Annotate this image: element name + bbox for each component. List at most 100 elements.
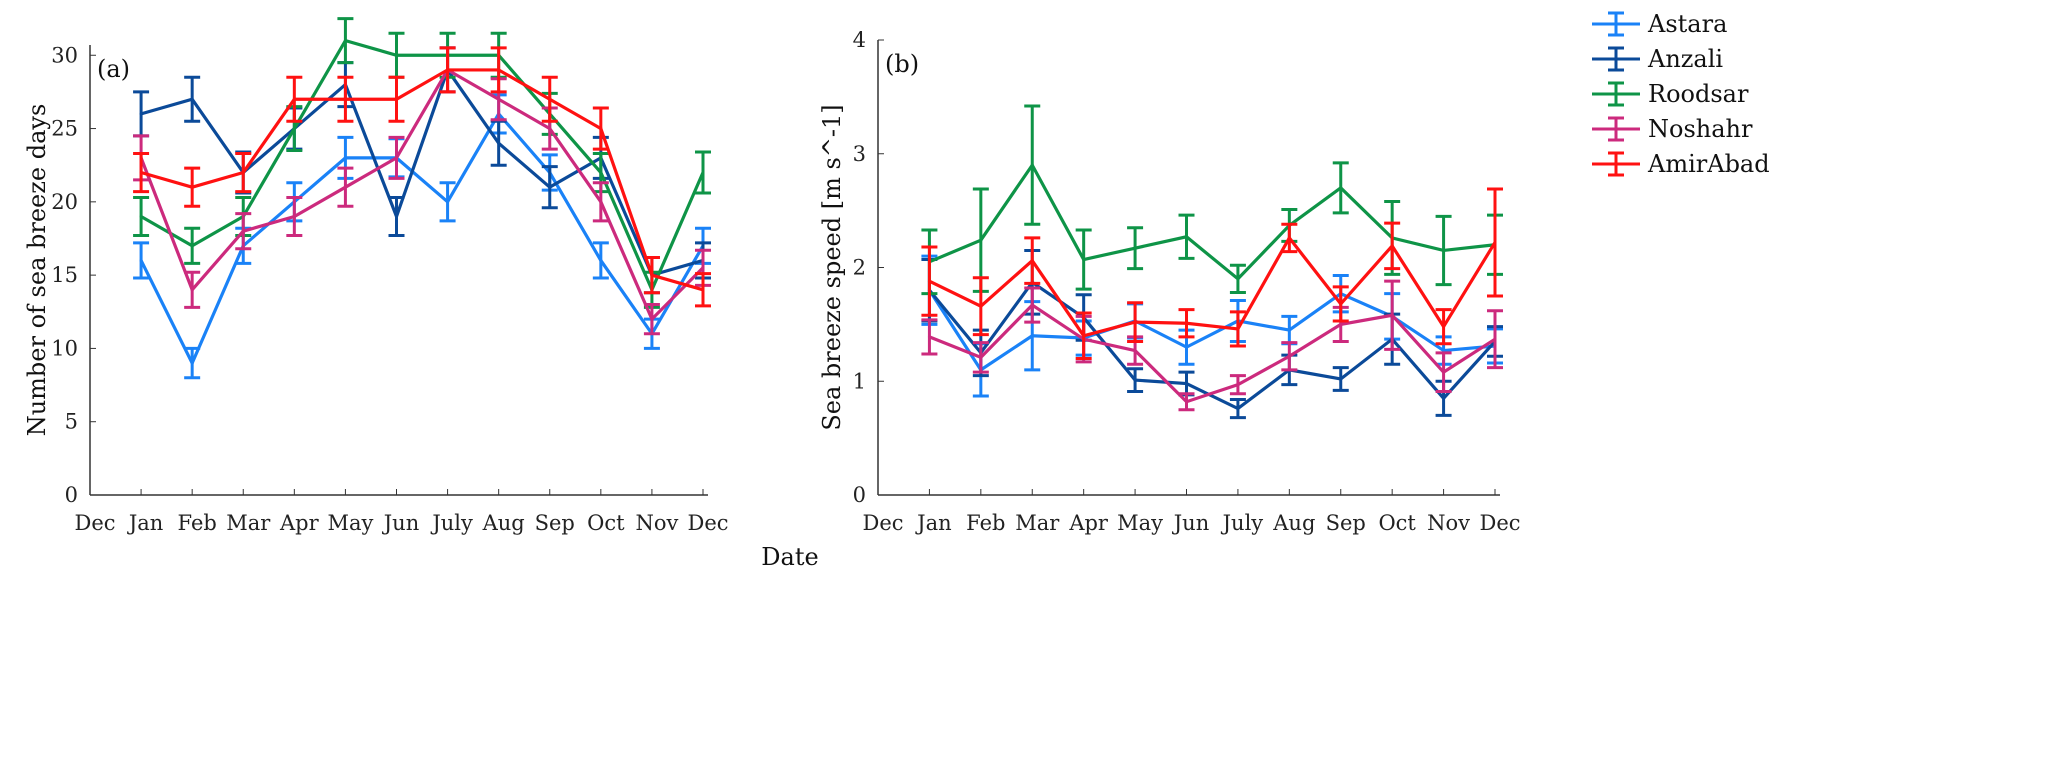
data-point bbox=[1442, 325, 1446, 329]
data-point bbox=[701, 266, 705, 270]
series-line bbox=[139, 111, 705, 367]
x-tick-label: Mar bbox=[226, 511, 271, 535]
data-point bbox=[1287, 236, 1291, 240]
data-point bbox=[1442, 396, 1446, 400]
panel-b: 0 1 2 3 4 Dec Jan Feb Mar Apr May Jun July Aug Sep Oct N… bbox=[818, 28, 1521, 535]
legend-swatch bbox=[1592, 11, 1640, 37]
y-axis-label: Number of sea breeze days bbox=[23, 104, 51, 437]
x-tick-label: July bbox=[430, 511, 473, 535]
data-point bbox=[548, 97, 552, 101]
data-point bbox=[927, 335, 931, 339]
data-point bbox=[395, 214, 398, 218]
x-tick-label: Jan bbox=[127, 511, 163, 535]
series-line bbox=[928, 235, 1497, 338]
data-point bbox=[650, 317, 654, 321]
data-point bbox=[446, 68, 450, 72]
data-point bbox=[599, 258, 603, 262]
y-axis-label: Sea breeze speed [m s^-1] bbox=[818, 104, 846, 430]
data-point bbox=[1185, 345, 1188, 349]
x-tick-label: Jun bbox=[382, 511, 419, 535]
x-tick-label: Feb bbox=[966, 511, 1005, 535]
data-point bbox=[395, 97, 398, 101]
data-point bbox=[190, 97, 194, 101]
data-point bbox=[599, 171, 603, 175]
series-noshahr bbox=[133, 46, 711, 336]
data-point bbox=[292, 127, 296, 131]
data-point bbox=[292, 97, 296, 101]
data-point bbox=[497, 97, 501, 101]
data-point bbox=[1339, 322, 1343, 326]
legend-label: Noshahr bbox=[1648, 115, 1753, 143]
series-line bbox=[928, 289, 1496, 373]
legend-label: AmirAbad bbox=[1647, 150, 1770, 178]
data-point bbox=[343, 156, 347, 160]
data-point bbox=[139, 171, 143, 175]
x-tick-label: Apr bbox=[1068, 511, 1109, 535]
series-roodsar bbox=[921, 104, 1503, 296]
data-point bbox=[497, 68, 501, 72]
data-point bbox=[548, 185, 552, 189]
data-point bbox=[1442, 248, 1446, 252]
data-point bbox=[241, 171, 245, 175]
y-tick-label: 30 bbox=[51, 43, 78, 67]
data-point bbox=[979, 238, 983, 242]
series-noshahr bbox=[921, 279, 1503, 412]
x-tick-label: Oct bbox=[1378, 511, 1416, 535]
data-point bbox=[1185, 235, 1188, 239]
y-tick-label: 0 bbox=[853, 483, 866, 507]
data-point bbox=[343, 39, 347, 43]
data-point bbox=[1185, 382, 1188, 386]
x-tick-label: Apr bbox=[279, 511, 320, 535]
data-point bbox=[1339, 302, 1343, 306]
data-point bbox=[395, 53, 398, 57]
panel-a: 0 5 10 15 20 25 30 Dec Jan Feb Mar Apr May Jun July Aug… bbox=[23, 17, 729, 535]
x-tick-label: July bbox=[1221, 511, 1264, 535]
x-tick-label: May bbox=[1117, 511, 1163, 535]
x-tick-label: Dec bbox=[687, 511, 728, 535]
x-tick-label: Feb bbox=[178, 511, 217, 535]
data-point bbox=[1133, 378, 1137, 382]
data-point bbox=[979, 355, 983, 359]
series-line bbox=[140, 66, 704, 278]
data-point bbox=[701, 288, 705, 292]
x-tick-label: May bbox=[327, 511, 373, 535]
series-line bbox=[928, 302, 1496, 404]
series-line bbox=[139, 67, 705, 322]
x-tick-label: Mar bbox=[1015, 511, 1060, 535]
data-point bbox=[1493, 337, 1497, 341]
data-point bbox=[650, 273, 654, 277]
series-roodsar bbox=[133, 17, 711, 309]
data-point bbox=[1236, 383, 1240, 387]
data-point bbox=[497, 141, 501, 145]
x-tick-label: Oct bbox=[587, 511, 625, 535]
series-amirabad bbox=[133, 46, 711, 308]
data-point bbox=[1287, 354, 1291, 358]
data-point bbox=[1030, 334, 1034, 338]
y-tick-label: 5 bbox=[65, 410, 78, 434]
data-point bbox=[139, 258, 143, 262]
y-tick-label: 10 bbox=[51, 336, 78, 360]
data-point bbox=[1390, 244, 1394, 248]
data-point bbox=[1390, 313, 1394, 317]
data-point bbox=[1133, 349, 1137, 353]
data-point bbox=[599, 200, 603, 204]
y-tick-label: 1 bbox=[853, 369, 866, 393]
x-tick-label: Dec bbox=[74, 511, 115, 535]
data-point bbox=[1185, 400, 1188, 404]
data-point bbox=[190, 288, 194, 292]
x-tick-label: Aug bbox=[482, 511, 525, 535]
data-point bbox=[979, 304, 983, 308]
data-point bbox=[1030, 163, 1034, 167]
data-point bbox=[701, 171, 705, 175]
data-point bbox=[190, 361, 194, 365]
panel-label: (b) bbox=[885, 50, 919, 78]
data-point bbox=[343, 185, 347, 189]
data-point bbox=[446, 200, 450, 204]
data-point bbox=[599, 127, 603, 131]
y-tick-label: 2 bbox=[853, 256, 866, 280]
data-point bbox=[1442, 370, 1446, 374]
x-tick-label: Jun bbox=[1172, 511, 1209, 535]
data-point bbox=[927, 279, 931, 283]
y-tick-label: 20 bbox=[51, 190, 78, 214]
